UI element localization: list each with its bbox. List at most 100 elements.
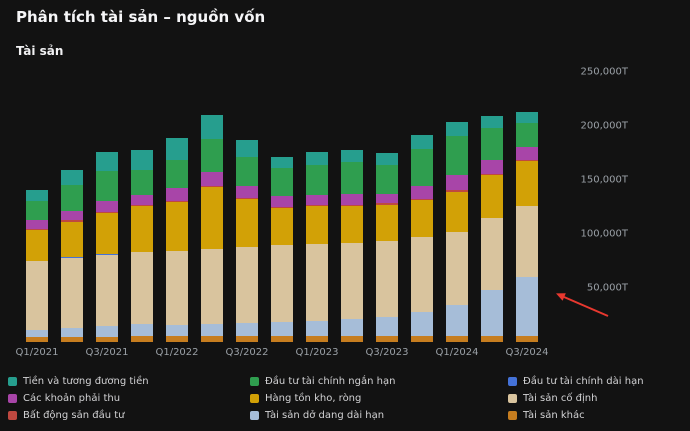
bar-segment[interactable] [166,187,188,201]
bar-q2-2022[interactable] [201,115,223,342]
bar-segment[interactable] [201,249,223,324]
bar-segment[interactable] [236,322,258,336]
legend-item[interactable]: Tài sản khác [508,410,686,421]
bar-segment[interactable] [166,200,188,203]
bar-segment[interactable] [96,200,118,212]
bar-segment[interactable] [26,336,48,342]
bar-q1-2021[interactable] [26,189,48,342]
bar-segment[interactable] [96,213,118,255]
bar-segment[interactable] [26,330,48,337]
bar-segment[interactable] [306,194,328,205]
bar-segment[interactable] [341,162,363,194]
bar-segment[interactable] [61,327,83,337]
bar-segment[interactable] [166,202,188,251]
bar-segment[interactable] [271,208,293,246]
legend-item[interactable]: Đầu tư tài chính ngắn hạn [250,376,508,387]
bar-segment[interactable] [376,316,398,337]
bar-q1-2022[interactable] [166,137,188,342]
bar-segment[interactable] [306,320,328,337]
bar-segment[interactable] [131,251,153,325]
bar-segment[interactable] [236,185,258,198]
bar-segment[interactable] [411,148,433,186]
bar-q4-2022[interactable] [271,157,293,342]
bar-segment[interactable] [26,261,48,331]
bar-segment[interactable] [341,149,363,163]
bar-segment[interactable] [236,140,258,157]
bar-segment[interactable] [376,193,398,204]
bar-segment[interactable] [516,112,538,124]
legend-item[interactable]: Tài sản dở dang dài hạn [250,410,508,421]
bar-segment[interactable] [341,206,363,243]
legend-item[interactable]: Tiền và tương đương tiền [8,376,250,387]
bar-q3-2024[interactable] [516,112,538,342]
bar-segment[interactable] [96,254,118,326]
bar-segment[interactable] [341,204,363,207]
legend-item[interactable]: Đầu tư tài chính dài hạn [508,376,686,387]
bar-segment[interactable] [516,335,538,342]
bar-segment[interactable] [26,200,48,221]
bar-segment[interactable] [411,198,433,201]
bar-segment[interactable] [201,185,223,188]
bar-segment[interactable] [26,220,48,229]
bar-segment[interactable] [376,203,398,206]
bar-segment[interactable] [236,199,258,247]
bar-segment[interactable] [306,206,328,244]
bar-segment[interactable] [516,146,538,160]
bar-segment[interactable] [201,115,223,140]
bar-segment[interactable] [376,164,398,194]
bar-segment[interactable] [96,151,118,171]
bar-segment[interactable] [481,335,503,342]
bar-q3-2021[interactable] [96,151,118,342]
bar-segment[interactable] [201,187,223,249]
bar-q4-2021[interactable] [131,149,153,342]
bar-segment[interactable] [131,324,153,337]
bar-segment[interactable] [306,164,328,195]
bar-segment[interactable] [96,170,118,201]
bar-segment[interactable] [131,194,153,205]
bar-segment[interactable] [481,173,503,176]
bar-segment[interactable] [481,159,503,174]
bar-q2-2023[interactable] [341,149,363,342]
legend-item[interactable]: Các khoản phải thu [8,393,250,404]
bar-q3-2023[interactable] [376,153,398,342]
bar-segment[interactable] [131,336,153,342]
bar-segment[interactable] [201,323,223,336]
bar-segment[interactable] [481,217,503,291]
bar-segment[interactable] [516,205,538,278]
bar-q3-2022[interactable] [236,140,258,342]
bar-segment[interactable] [481,290,503,336]
legend-item[interactable]: Bất động sản đầu tư [8,410,250,421]
bar-segment[interactable] [376,336,398,342]
bar-segment[interactable] [341,318,363,337]
bar-segment[interactable] [411,311,433,336]
bar-segment[interactable] [341,336,363,342]
bar-segment[interactable] [166,159,188,188]
bar-segment[interactable] [236,156,258,186]
bar-segment[interactable] [411,335,433,342]
legend-item[interactable]: Hàng tồn kho, ròng [250,393,508,404]
bar-segment[interactable] [411,134,433,149]
bar-segment[interactable] [306,244,328,321]
bar-segment[interactable] [516,159,538,162]
bar-segment[interactable] [411,185,433,199]
bar-segment[interactable] [446,191,468,232]
bar-segment[interactable] [236,197,258,200]
bar-segment[interactable] [376,241,398,317]
bar-segment[interactable] [61,257,83,328]
bar-segment[interactable] [516,161,538,206]
bar-segment[interactable] [271,245,293,323]
bar-segment[interactable] [201,139,223,172]
bar-segment[interactable] [271,206,293,209]
bar-segment[interactable] [446,136,468,175]
bar-q1-2024[interactable] [446,121,468,342]
bar-segment[interactable] [61,184,83,211]
bar-segment[interactable] [481,116,503,129]
bar-segment[interactable] [166,335,188,342]
bar-q4-2023[interactable] [411,134,433,342]
bar-q2-2024[interactable] [481,116,503,342]
bar-segment[interactable] [376,153,398,165]
bar-q1-2023[interactable] [306,151,328,342]
bar-segment[interactable] [96,211,118,214]
bar-segment[interactable] [271,167,293,196]
bar-segment[interactable] [341,243,363,319]
